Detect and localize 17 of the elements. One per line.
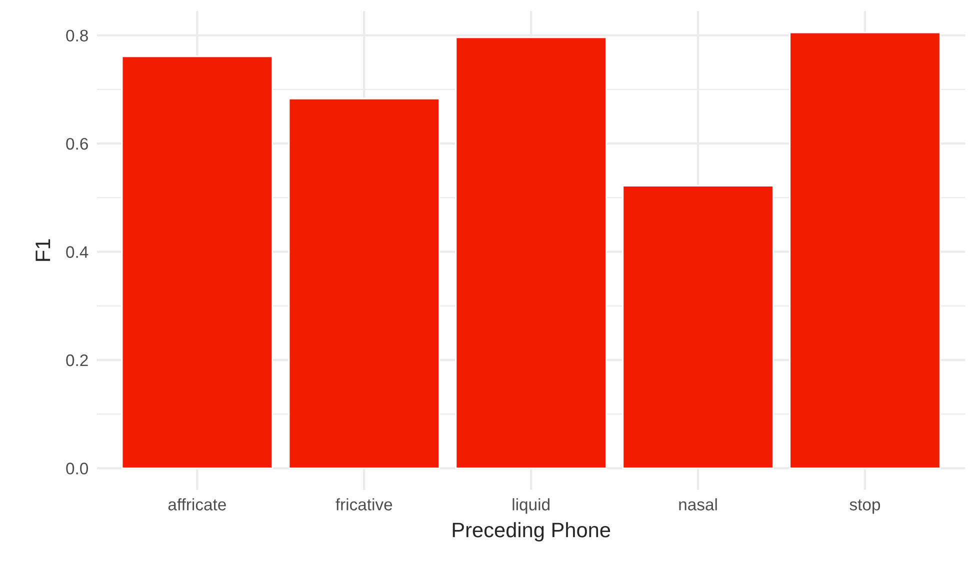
x-tick-label: affricate [168,498,226,510]
x-axis-title: Preceding Phone [452,522,610,542]
x-tick-label: liquid [512,498,550,514]
y-tick-label: 0.2 [66,354,88,366]
bar [622,185,774,469]
y-tick-label: 0.6 [66,138,88,150]
bar [288,98,440,469]
x-tick-label: stop [850,500,880,514]
y-tick-label: 0.8 [66,30,88,42]
x-tick-label: fricative [336,498,392,510]
y-tick-label: 0.0 [66,462,88,474]
y-axis-title: F1 [36,239,50,261]
bar [789,32,941,469]
bar [121,56,273,469]
x-tick-label: nasal [679,498,717,510]
bar [455,36,607,469]
y-tick-label: 0.4 [66,246,88,258]
